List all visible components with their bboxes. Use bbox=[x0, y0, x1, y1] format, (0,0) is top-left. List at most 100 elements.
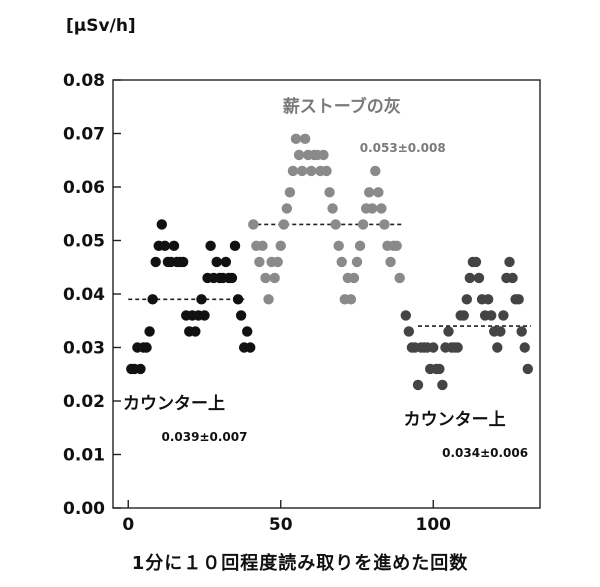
data-point bbox=[287, 165, 299, 177]
mean-lines bbox=[128, 223, 531, 327]
value-counter-1: 0.039±0.007 bbox=[162, 430, 248, 444]
data-point bbox=[275, 240, 286, 252]
value-counter-2: 0.034±0.006 bbox=[442, 446, 528, 460]
data-point bbox=[385, 256, 396, 268]
x-tick-label: 0 bbox=[122, 515, 134, 535]
data-point bbox=[351, 256, 363, 268]
data-point bbox=[498, 310, 509, 321]
data-point bbox=[141, 342, 152, 353]
data-point bbox=[437, 379, 448, 391]
data-point bbox=[232, 294, 244, 305]
data-point bbox=[400, 310, 411, 321]
data-point bbox=[190, 326, 201, 337]
x-tick-label: 100 bbox=[416, 515, 452, 535]
value-firewood-ash: 0.053±0.008 bbox=[360, 141, 446, 155]
data-point bbox=[327, 203, 338, 214]
data-point bbox=[199, 310, 210, 321]
data-point bbox=[296, 165, 308, 177]
data-point bbox=[373, 187, 384, 198]
data-point bbox=[306, 165, 317, 177]
y-tick-label: 0.03 bbox=[63, 339, 105, 359]
data-point bbox=[519, 342, 530, 353]
data-point bbox=[260, 272, 271, 284]
data-point bbox=[324, 187, 335, 198]
data-point bbox=[211, 256, 222, 268]
data-point bbox=[254, 256, 265, 268]
data-point bbox=[242, 326, 253, 337]
y-tick-label: 0.08 bbox=[63, 71, 105, 91]
data-point bbox=[278, 219, 289, 230]
data-point bbox=[345, 294, 357, 305]
data-point bbox=[452, 342, 463, 353]
data-point bbox=[281, 203, 293, 214]
data-point bbox=[376, 203, 387, 214]
data-point bbox=[245, 342, 256, 353]
data-point bbox=[357, 219, 369, 230]
data-point bbox=[470, 256, 482, 268]
data-point bbox=[516, 326, 527, 337]
chart-ticks: 0.00 0.01 0.02 0.03 0.04 0.05 0.06 0.07 0.08 0 50 1… bbox=[63, 71, 451, 535]
data-point bbox=[177, 256, 189, 268]
x-axis-label: 1分に１０回程度読み取りを進めた回数 bbox=[131, 553, 469, 574]
data-point bbox=[272, 256, 283, 268]
y-tick-label: 0.04 bbox=[63, 285, 105, 305]
data-point bbox=[403, 326, 415, 337]
data-point bbox=[299, 133, 311, 145]
data-point bbox=[486, 310, 497, 321]
data-point bbox=[220, 256, 232, 268]
data-point bbox=[370, 165, 381, 177]
data-point bbox=[144, 326, 155, 337]
data-point bbox=[482, 294, 494, 305]
data-point bbox=[495, 326, 506, 337]
data-point bbox=[428, 342, 439, 353]
data-point bbox=[367, 203, 378, 214]
data-point bbox=[147, 294, 158, 305]
data-point bbox=[257, 240, 268, 252]
label-counter-2: カウンター上 bbox=[404, 410, 506, 430]
data-point bbox=[330, 219, 341, 230]
data-point bbox=[513, 294, 524, 305]
data-point bbox=[458, 310, 469, 321]
data-point bbox=[522, 363, 533, 375]
chart-annotations: カウンター上 0.039±0.007 薪ストーブの灰 0.053±0.008 カウンター… bbox=[123, 96, 528, 460]
data-point bbox=[293, 149, 305, 161]
data-point bbox=[391, 240, 402, 252]
data-point bbox=[159, 240, 171, 252]
data-point bbox=[290, 133, 302, 145]
y-tick-label: 0.06 bbox=[63, 178, 105, 198]
y-tick-label: 0.07 bbox=[63, 125, 105, 145]
data-point bbox=[504, 256, 515, 268]
y-tick-label: 0.02 bbox=[63, 392, 105, 412]
data-point bbox=[333, 240, 344, 252]
data-point bbox=[284, 187, 296, 198]
data-point bbox=[394, 272, 405, 284]
data-point bbox=[354, 240, 366, 252]
data-point bbox=[464, 272, 476, 284]
data-point bbox=[507, 272, 518, 284]
y-tick-label: 0.05 bbox=[63, 232, 105, 252]
data-points bbox=[126, 133, 533, 391]
data-point bbox=[205, 240, 216, 252]
data-point bbox=[263, 294, 274, 305]
data-point bbox=[168, 240, 180, 252]
data-point bbox=[321, 165, 332, 177]
data-point bbox=[135, 363, 146, 375]
data-point bbox=[235, 310, 247, 321]
data-point bbox=[434, 363, 445, 375]
data-point bbox=[229, 240, 241, 252]
data-point bbox=[492, 342, 503, 353]
data-point bbox=[150, 256, 161, 268]
data-point bbox=[443, 326, 454, 337]
data-point bbox=[379, 219, 390, 230]
y-tick-label: 0.00 bbox=[63, 499, 105, 519]
data-point bbox=[336, 256, 347, 268]
data-point bbox=[348, 272, 360, 284]
y-axis-unit-label: [μSv/h] bbox=[66, 16, 136, 36]
label-firewood-ash: 薪ストーブの灰 bbox=[283, 96, 401, 117]
data-point bbox=[461, 294, 472, 305]
data-point bbox=[226, 272, 238, 284]
data-point bbox=[269, 272, 280, 284]
label-counter-1: カウンター上 bbox=[123, 394, 225, 414]
data-point bbox=[248, 219, 259, 230]
